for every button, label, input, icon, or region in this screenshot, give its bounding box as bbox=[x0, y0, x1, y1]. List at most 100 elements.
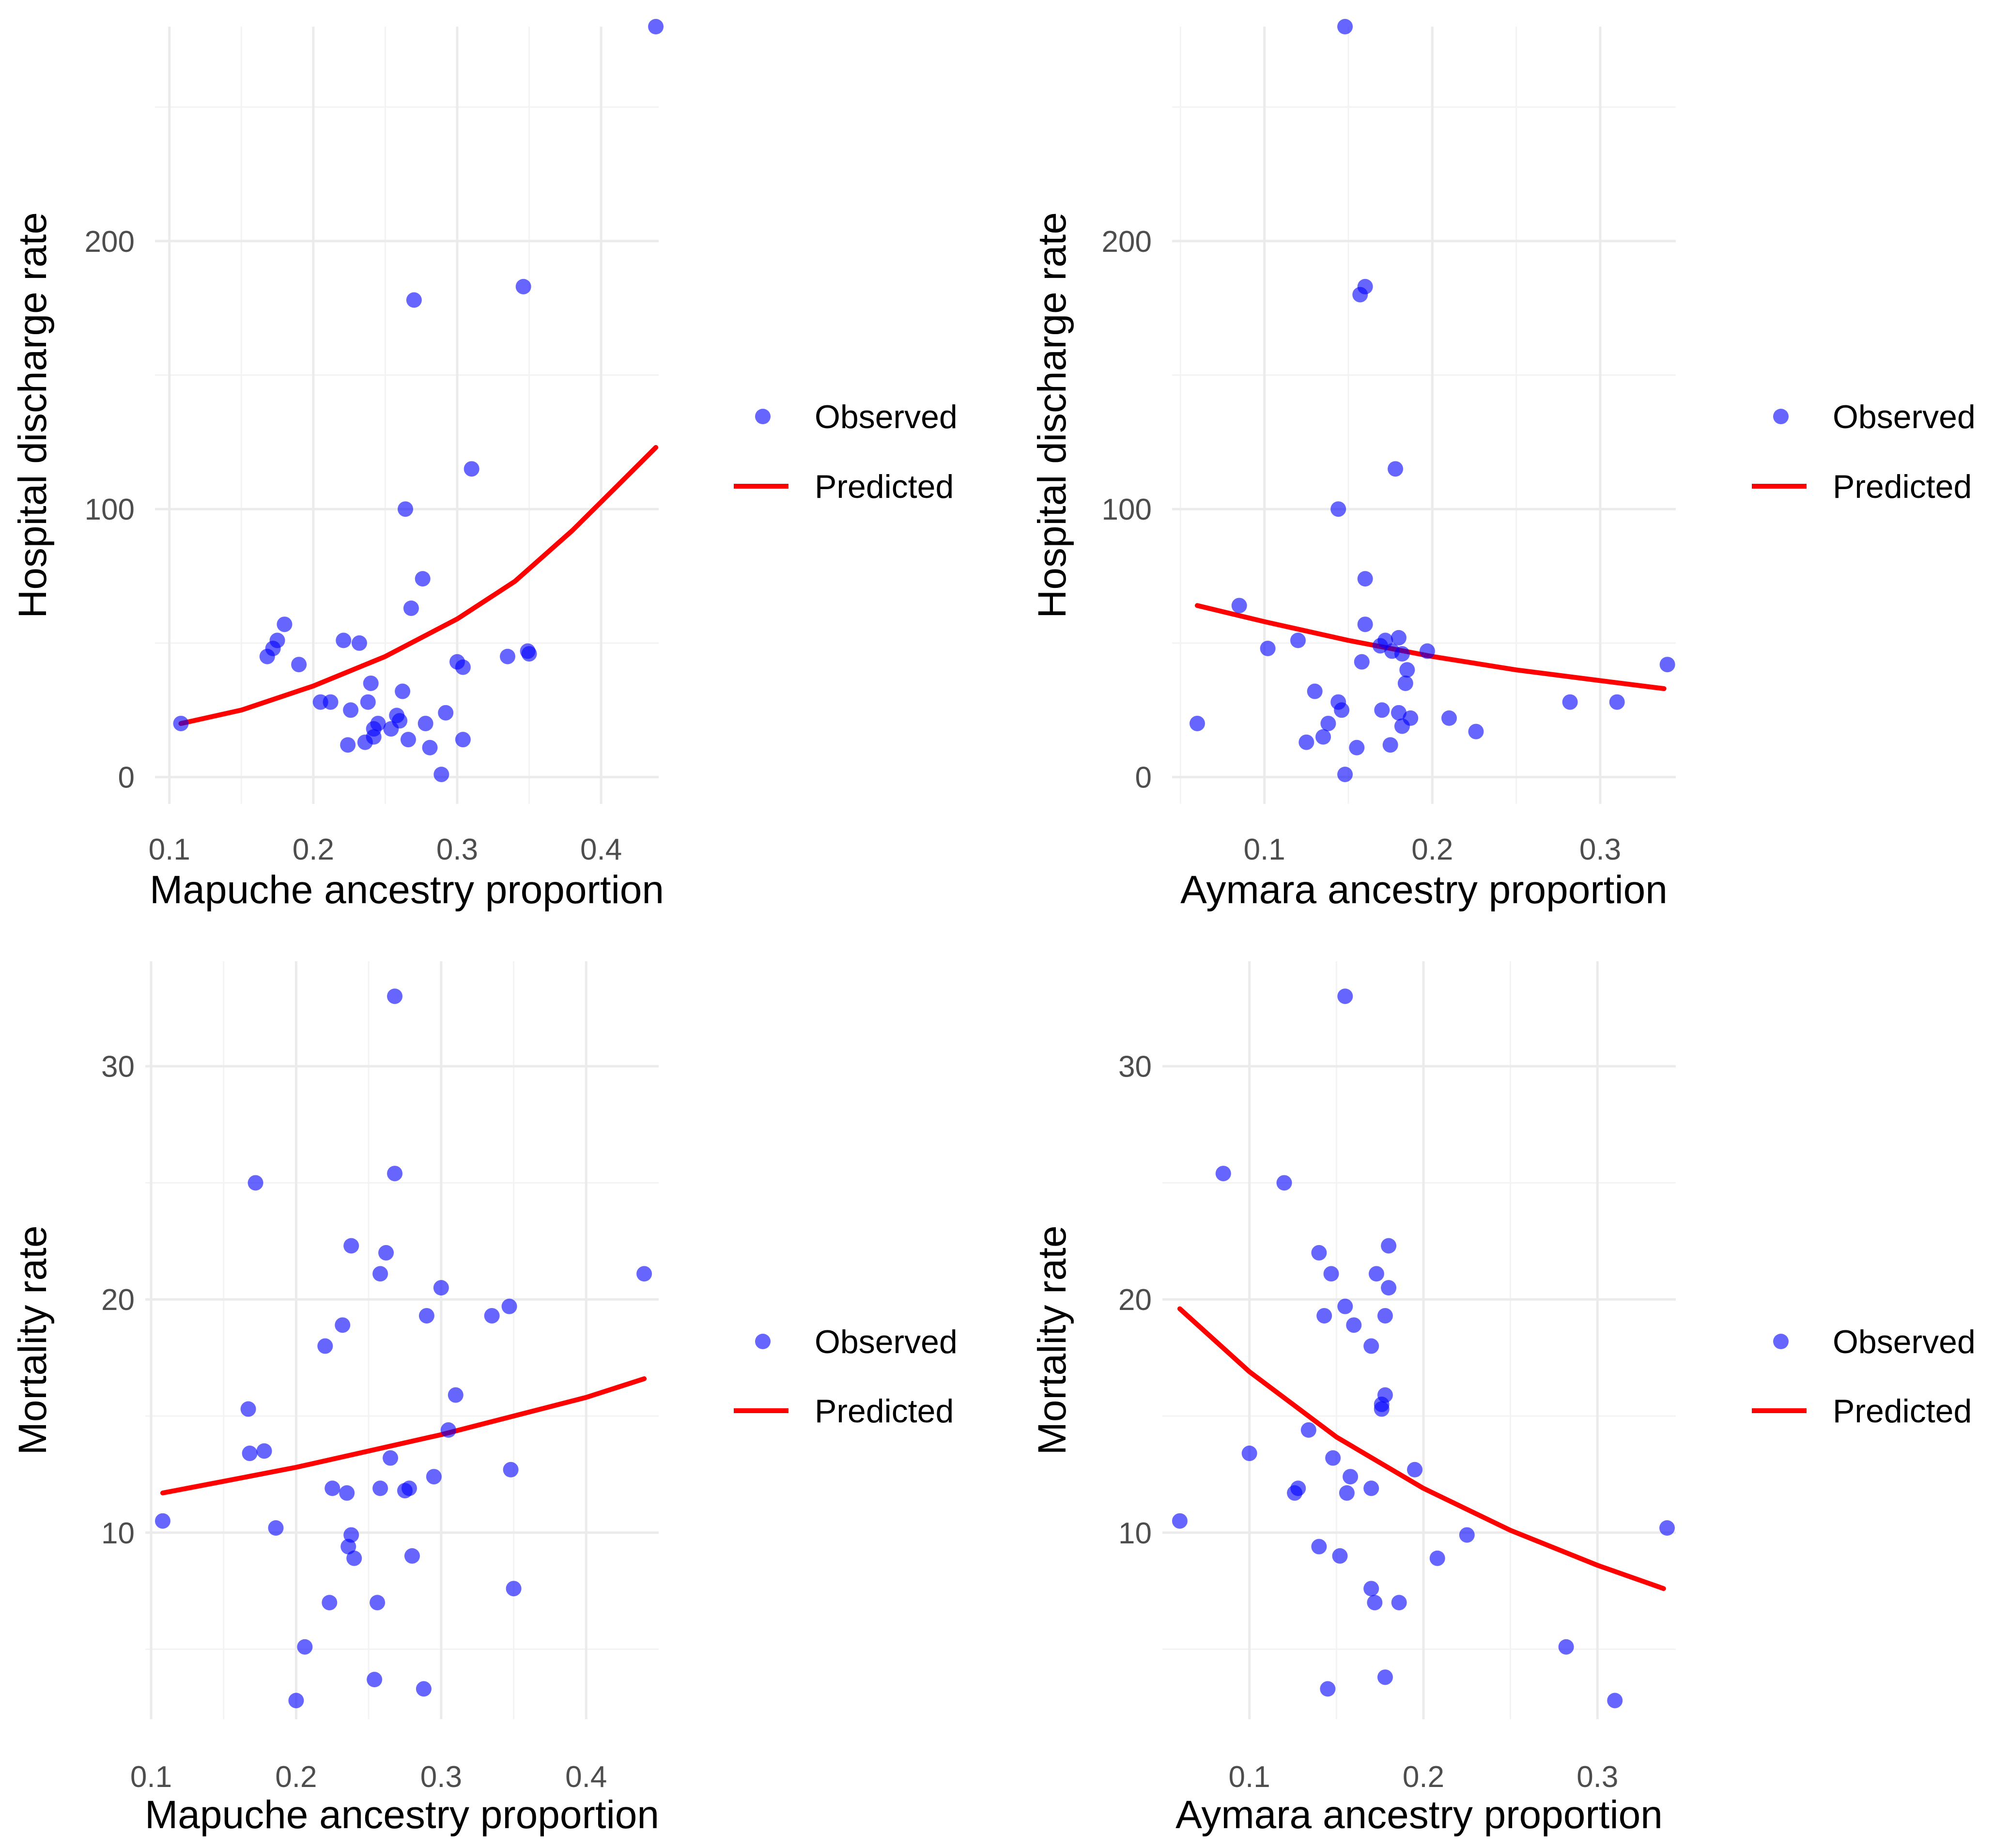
legend-observed-label: Observed bbox=[815, 1324, 958, 1360]
observed-point bbox=[440, 1422, 456, 1438]
observed-point bbox=[1459, 1527, 1475, 1543]
observed-point bbox=[325, 1480, 340, 1496]
observed-point bbox=[1215, 1166, 1231, 1182]
observed-point bbox=[256, 1443, 272, 1459]
observed-point bbox=[351, 635, 367, 651]
observed-point bbox=[1558, 1639, 1574, 1655]
observed-point bbox=[155, 1513, 170, 1529]
observed-point bbox=[1429, 1550, 1445, 1566]
observed-point bbox=[240, 1401, 256, 1417]
observed-point bbox=[403, 600, 419, 616]
observed-point bbox=[372, 1266, 388, 1282]
observed-point bbox=[501, 1298, 517, 1314]
observed-point bbox=[173, 715, 189, 731]
chart-panel-1: 0.1 0.2 0.3 0.4 0 100 200 Mapuche ancestry prop… bbox=[11, 19, 958, 912]
observed-point bbox=[1357, 616, 1373, 632]
legend-observed-key bbox=[755, 1334, 771, 1349]
legend-predicted-label: Predicted bbox=[815, 468, 954, 505]
observed-point bbox=[433, 1280, 449, 1296]
y-tick-label: 200 bbox=[85, 225, 135, 259]
observed-point bbox=[1298, 734, 1314, 750]
observed-point bbox=[515, 278, 531, 294]
observed-point bbox=[464, 461, 479, 477]
observed-point bbox=[484, 1308, 500, 1324]
observed-point bbox=[1339, 1485, 1355, 1501]
observed-point bbox=[1468, 724, 1484, 739]
grid bbox=[155, 27, 659, 804]
x-tick-label: 0.4 bbox=[565, 1760, 607, 1794]
legend-observed-key bbox=[755, 409, 771, 424]
observed-point bbox=[1377, 1669, 1393, 1685]
legend: Observed Predicted bbox=[1752, 1324, 1976, 1430]
predicted-line bbox=[1177, 1306, 1666, 1591]
observed-point bbox=[343, 1527, 359, 1543]
observed-point bbox=[1190, 715, 1205, 731]
observed-points bbox=[1190, 19, 1675, 783]
x-tick-label: 0.4 bbox=[580, 833, 622, 866]
observed-point bbox=[404, 1548, 420, 1564]
observed-point bbox=[343, 702, 359, 718]
observed-point bbox=[448, 1387, 464, 1403]
x-tick-label: 0.1 bbox=[149, 833, 190, 866]
observed-point bbox=[1287, 1485, 1303, 1501]
observed-point bbox=[1363, 1581, 1379, 1597]
observed-point bbox=[1374, 702, 1390, 718]
legend-observed-key bbox=[1773, 1334, 1789, 1349]
legend-observed-label: Observed bbox=[1833, 1324, 1976, 1360]
observed-point bbox=[1260, 641, 1276, 656]
observed-point bbox=[1441, 710, 1457, 726]
observed-point bbox=[383, 721, 399, 737]
observed-point bbox=[357, 734, 373, 750]
observed-point bbox=[1337, 988, 1353, 1004]
x-tick-label: 0.2 bbox=[293, 833, 334, 866]
observed-point bbox=[1320, 715, 1336, 731]
observed-point bbox=[340, 737, 356, 753]
observed-point bbox=[1391, 1595, 1407, 1611]
observed-point bbox=[503, 1462, 519, 1478]
observed-point bbox=[406, 292, 422, 308]
observed-point bbox=[1354, 654, 1370, 670]
observed-point bbox=[1332, 1548, 1348, 1564]
observed-point bbox=[1374, 1396, 1390, 1412]
chart-panel-4: 0.1 0.2 0.3 10 20 30 Aymara ancestry proportio… bbox=[1030, 961, 1976, 1837]
observed-point bbox=[1337, 19, 1353, 34]
observed-point bbox=[455, 732, 471, 748]
observed-point bbox=[322, 1595, 338, 1611]
observed-point bbox=[400, 732, 416, 748]
observed-point bbox=[398, 501, 414, 517]
observed-point bbox=[422, 739, 438, 755]
y-tick-label: 20 bbox=[101, 1283, 135, 1317]
y-axis-title: Hospital discharge rate bbox=[11, 212, 55, 618]
observed-point bbox=[1276, 1175, 1292, 1191]
observed-point bbox=[417, 715, 433, 731]
observed-point bbox=[1352, 287, 1368, 303]
observed-point bbox=[1394, 718, 1410, 734]
observed-point bbox=[387, 988, 403, 1004]
legend: Observed Predicted bbox=[1752, 399, 1976, 505]
legend-observed-label: Observed bbox=[1833, 399, 1976, 435]
observed-point bbox=[1337, 1298, 1353, 1314]
observed-point bbox=[636, 1266, 652, 1282]
observed-point bbox=[378, 1245, 394, 1261]
y-tick-label: 20 bbox=[1118, 1283, 1152, 1317]
grid bbox=[1172, 27, 1676, 804]
observed-point bbox=[1290, 632, 1306, 648]
observed-point bbox=[1307, 683, 1323, 699]
x-axis-title: Mapuche ancestry proportion bbox=[145, 1793, 659, 1837]
chart-panel-2: 0.1 0.2 0.3 0 100 200 Aymara ancestry proporti… bbox=[1030, 19, 1976, 912]
observed-point bbox=[1357, 571, 1373, 587]
observed-point bbox=[1367, 1595, 1383, 1611]
legend-predicted-label: Predicted bbox=[815, 1393, 954, 1430]
x-tick-label: 0.3 bbox=[420, 1760, 462, 1794]
x-tick-label: 0.2 bbox=[1403, 1760, 1444, 1794]
observed-point bbox=[259, 648, 275, 664]
y-tick-label: 200 bbox=[1102, 225, 1152, 259]
observed-point bbox=[1368, 1266, 1384, 1282]
legend: Observed Predicted bbox=[734, 1324, 958, 1430]
observed-point bbox=[433, 767, 449, 783]
observed-point bbox=[416, 1681, 432, 1697]
x-tick-label: 0.3 bbox=[1579, 833, 1621, 866]
observed-point bbox=[1363, 1480, 1379, 1496]
grid bbox=[1162, 961, 1676, 1719]
y-tick-label: 10 bbox=[1118, 1517, 1152, 1550]
